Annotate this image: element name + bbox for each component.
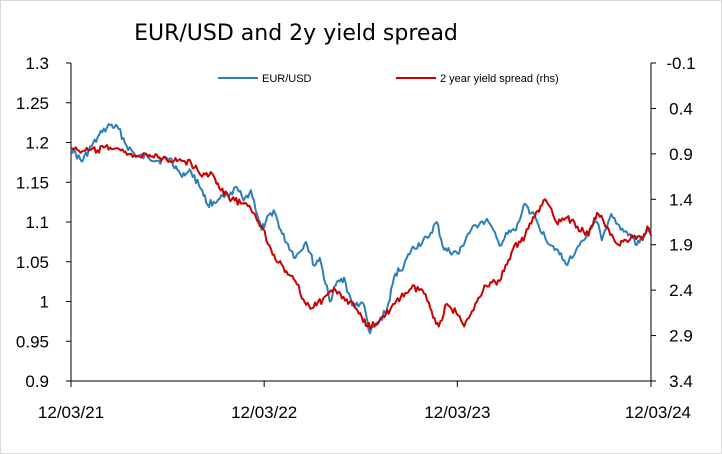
axes-group: 0.9 0.95 1 1.05 1.1 1.15 1.2 1.25 1.3 -0.1 0.4 0.9 1… (16, 54, 696, 422)
legend-label: EUR/USD (262, 73, 312, 85)
x-tick-label: 12/03/22 (231, 403, 297, 422)
left-tick-label: 1 (40, 293, 49, 312)
left-tick-label: 1.2 (25, 134, 49, 153)
legend: EUR/USD 2 year yield spread (rhs) (218, 73, 559, 85)
x-tick-label: 12/03/21 (38, 403, 104, 422)
right-tick-label: -0.1 (666, 54, 695, 73)
right-tick-label: 0.4 (669, 99, 693, 118)
left-tick-label: 1.05 (16, 253, 49, 272)
left-tick-label: 0.9 (25, 372, 49, 391)
right-tick-label: 1.9 (669, 236, 693, 255)
series-line-yield-spread (70, 144, 652, 330)
right-tick-label: 2.9 (669, 327, 693, 346)
right-tick-label: 0.9 (669, 145, 693, 164)
x-tick-label: 12/03/23 (424, 403, 490, 422)
left-tick-label: 1.3 (25, 54, 49, 73)
right-tick-label: 3.4 (669, 372, 693, 391)
left-tick-label: 1.1 (25, 213, 49, 232)
left-tick-label: 1.25 (16, 94, 49, 113)
right-tick-label: 1.4 (669, 190, 693, 209)
left-tick-label: 0.95 (16, 332, 49, 351)
left-tick-label: 1.15 (16, 173, 49, 192)
x-tick-label: 12/03/24 (625, 403, 691, 422)
legend-label: 2 year yield spread (rhs) (440, 73, 559, 85)
series-line-eurusd (70, 123, 652, 335)
series-group (70, 123, 652, 335)
chart-title: EUR/USD and 2y yield spread (134, 21, 458, 46)
right-tick-label: 2.4 (669, 281, 693, 300)
